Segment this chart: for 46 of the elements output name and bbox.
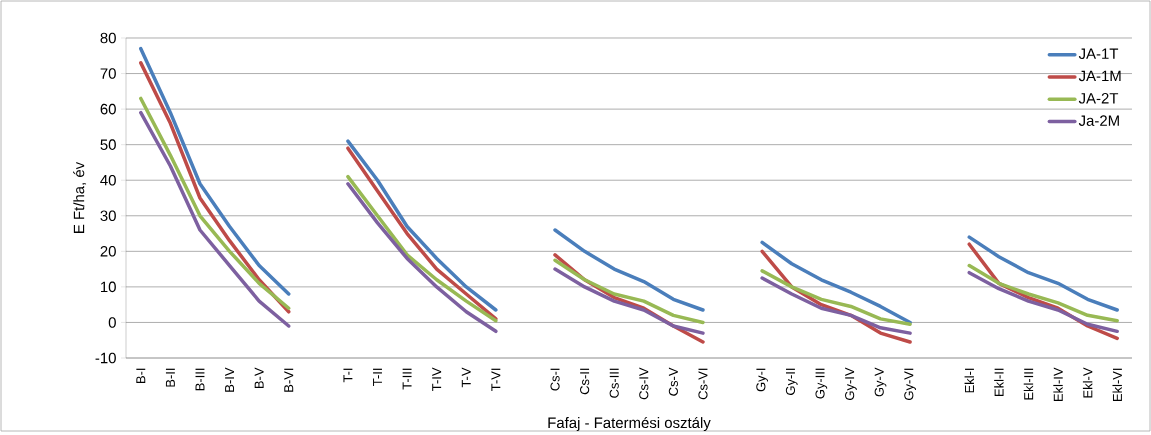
x-tick-label: B-II [165, 368, 175, 387]
x-tick-label: Gy-II [785, 368, 798, 395]
y-tick-label: 60 [100, 103, 116, 115]
x-tick-label: Ekl-VI [1112, 368, 1122, 401]
legend-label: JA-1M [1078, 70, 1121, 82]
x-tick-label: T-III [402, 368, 412, 390]
legend-label: Ja-2M [1078, 115, 1119, 126]
x-tick-label: Cs-III [609, 368, 619, 398]
x-tick-label: Gy-III [815, 368, 828, 399]
x-tick-label: T-VI [491, 368, 501, 391]
legend-label: JA-2T [1078, 92, 1119, 104]
x-tick-label: Ekl-II [994, 368, 1004, 396]
x-tick-label: T-II [373, 368, 382, 386]
y-axis-title: E Ft/ha, év [73, 161, 87, 233]
x-tick-label: B-I [136, 368, 146, 383]
y-tick-label: 30 [100, 210, 116, 221]
y-tick-label: 70 [100, 68, 116, 79]
x-tick-label: Cs-VI [698, 368, 708, 400]
x-axis-title: Fafaj - Fatermési osztály [548, 416, 711, 431]
x-tick-label: Cs-V [668, 367, 678, 396]
x-tick-label: B-VI [284, 368, 294, 392]
x-tick-label: B-V [254, 367, 264, 388]
x-tick-label: Gy-VI [904, 368, 916, 400]
x-tick-label: Ekl-I [964, 368, 974, 393]
x-tick-label: Cs-II [580, 368, 590, 395]
x-tick-label: Cs-I [550, 368, 560, 391]
y-tick-label: 50 [100, 139, 116, 150]
x-tick-label: T-IV [432, 367, 442, 391]
x-tick-label: T-V [461, 367, 471, 388]
x-tick-label: B-III [195, 368, 205, 391]
y-tick-label: 80 [100, 32, 116, 44]
x-tick-label: Ekl-IV [1053, 367, 1063, 401]
y-tick-label: 0 [108, 317, 116, 328]
x-tick-label: B-IV [225, 367, 235, 392]
legend-label: JA-1T [1078, 48, 1119, 59]
x-tick-label: Ekl-III [1023, 368, 1034, 400]
y-tick-label: 40 [100, 174, 116, 186]
y-tick-label: 20 [100, 245, 116, 257]
x-tick-label: Gy-IV [845, 367, 857, 400]
x-tick-label: Gy-V [874, 367, 887, 397]
y-tick-label: -10 [95, 352, 116, 364]
x-tick-label: Gy-I [756, 368, 769, 392]
x-tick-label: T-I [343, 368, 353, 383]
y-tick-label: 10 [101, 281, 116, 293]
x-tick-label: Ekl-V [1082, 367, 1093, 398]
x-tick-label: Cs-IV [639, 367, 649, 400]
